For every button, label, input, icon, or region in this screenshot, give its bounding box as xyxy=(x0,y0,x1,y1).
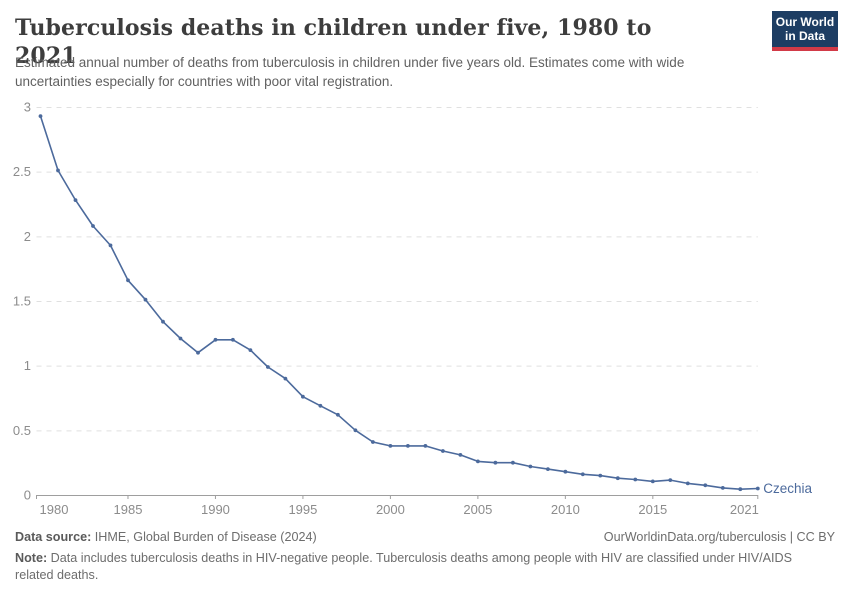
data-point xyxy=(615,476,620,481)
footer-source-row: Data source: IHME, Global Burden of Dise… xyxy=(15,529,835,546)
data-point xyxy=(248,348,253,352)
data-point xyxy=(318,403,323,408)
page-title: Tuberculosis deaths in children under fi… xyxy=(15,15,652,69)
data-points xyxy=(38,114,760,492)
note-label: Note: xyxy=(15,551,48,565)
data-point xyxy=(668,478,673,482)
x-tick-label: 2010 xyxy=(551,502,580,517)
owid-url-link[interactable]: OurWorldinData.org/tuberculosis | CC BY xyxy=(603,530,835,544)
y-tick-label: 3 xyxy=(24,100,31,115)
y-tick-label: 1 xyxy=(24,358,31,373)
data-point xyxy=(720,486,725,490)
data-line xyxy=(39,115,758,490)
data-point xyxy=(126,278,130,283)
data-point xyxy=(56,168,60,173)
data-point xyxy=(196,350,200,355)
data-point xyxy=(650,479,655,484)
data-point xyxy=(511,460,515,465)
data-point xyxy=(161,319,165,324)
x-axis xyxy=(36,495,759,499)
x-tick-label: 2021 xyxy=(730,502,759,517)
data-point xyxy=(301,394,305,399)
chart-footer: Data source: IHME, Global Burden of Dise… xyxy=(15,529,835,584)
data-point xyxy=(755,486,760,491)
data-point xyxy=(423,444,428,448)
data-point xyxy=(91,224,95,228)
data-point xyxy=(476,459,480,464)
data-point xyxy=(213,337,218,342)
data-point xyxy=(143,297,148,302)
data-point xyxy=(738,487,743,492)
data-point xyxy=(336,412,340,417)
line-chart: 0 0.5 1 1.5 2 2.5 3 1980 1985 1990 1995 2000 2005 201… xyxy=(13,100,813,518)
data-point xyxy=(178,336,183,341)
data-source-label: Data source: xyxy=(15,530,92,544)
x-tick-label: 2015 xyxy=(638,502,667,517)
x-tick-label: 1985 xyxy=(114,502,143,517)
data-point xyxy=(633,477,638,482)
y-axis-labels: 0 0.5 1 1.5 2 2.5 3 xyxy=(13,100,31,503)
data-source: Data source: IHME, Global Burden of Dise… xyxy=(15,529,317,546)
data-point xyxy=(703,483,708,488)
data-point xyxy=(73,198,78,203)
data-point xyxy=(388,444,393,448)
y-tick-label: 1.5 xyxy=(13,294,31,309)
data-point xyxy=(685,481,690,486)
footer-note: Note: Data includes tuberculosis deaths … xyxy=(15,550,811,584)
data-point xyxy=(598,473,603,478)
x-tick-label: 2005 xyxy=(463,502,492,517)
chart-subtitle: Estimated annual number of deaths from t… xyxy=(15,55,685,89)
data-source-text: IHME, Global Burden of Disease (2024) xyxy=(91,530,317,544)
entity-label: Czechia xyxy=(763,481,812,496)
x-tick-label: 2000 xyxy=(376,502,405,517)
x-tick-label: 1980 xyxy=(40,502,69,517)
data-point xyxy=(546,467,550,471)
data-point xyxy=(371,440,375,444)
data-point xyxy=(406,444,410,448)
data-point xyxy=(563,469,568,474)
data-point xyxy=(108,243,113,248)
data-point xyxy=(231,337,235,342)
x-tick-label: 1990 xyxy=(201,502,230,517)
note-text: Data includes tuberculosis deaths in HIV… xyxy=(15,551,793,582)
owid-logo-line1: Our World xyxy=(775,15,835,29)
owid-logo-line2: in Data xyxy=(784,29,825,43)
data-point xyxy=(528,464,533,469)
data-point xyxy=(441,449,445,453)
data-point xyxy=(353,428,358,433)
x-axis-labels: 1980 1985 1990 1995 2000 2005 2010 2015 2021 xyxy=(40,502,759,517)
data-point xyxy=(266,365,270,369)
y-tick-label: 0.5 xyxy=(13,423,31,438)
y-tick-label: 0 xyxy=(24,488,31,503)
owid-logo: Our World in Data xyxy=(772,11,838,51)
data-point xyxy=(38,114,43,118)
data-point xyxy=(580,472,585,477)
x-tick-label: 1995 xyxy=(288,502,317,517)
data-point xyxy=(458,453,463,457)
data-point xyxy=(493,460,498,465)
y-tick-label: 2 xyxy=(24,229,31,244)
y-gridlines xyxy=(36,107,758,432)
data-point xyxy=(283,376,288,381)
y-tick-label: 2.5 xyxy=(13,164,31,179)
